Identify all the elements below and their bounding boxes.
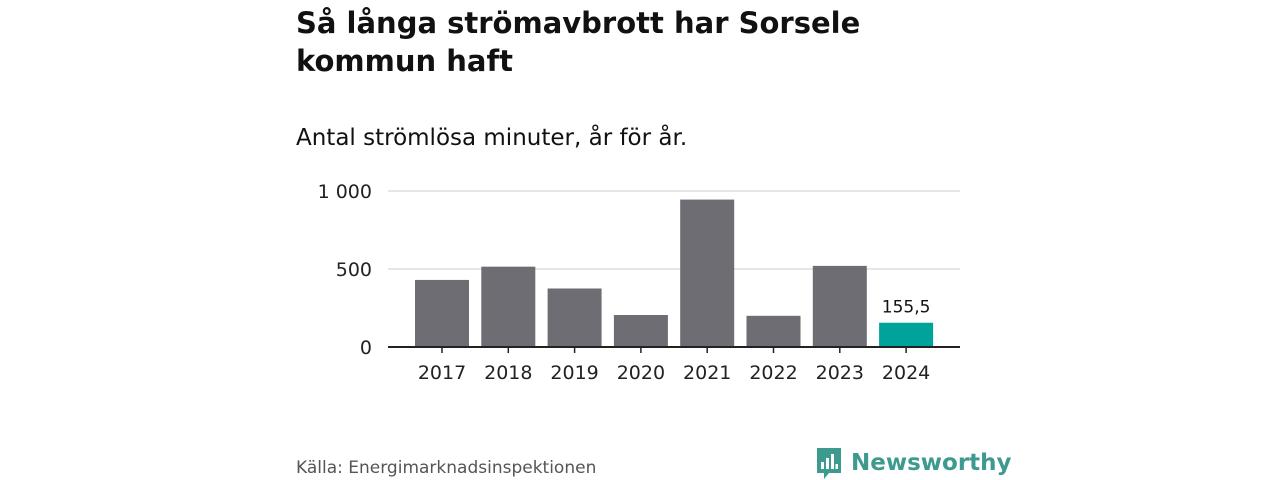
brand-name: Newsworthy — [851, 450, 1012, 476]
x-tick-label: 2017 — [418, 362, 466, 384]
gridlines — [388, 190, 960, 270]
data-labels: 155,5 — [882, 298, 931, 318]
y-tick-label: 1 000 — [318, 181, 372, 203]
chart-title: Så långa strömavbrott har Sorsele kommun… — [296, 6, 861, 78]
bar — [415, 279, 469, 347]
data-label: 155,5 — [882, 298, 931, 318]
bar — [812, 265, 867, 347]
bar — [746, 315, 801, 347]
bar — [481, 266, 536, 347]
y-tick-label: 500 — [336, 259, 372, 281]
bar — [547, 288, 602, 347]
bar — [879, 322, 934, 347]
x-tick-label: 2018 — [484, 362, 532, 384]
newsworthy-icon — [817, 448, 841, 479]
chart-subtitle: Antal strömlösa minuter, år för år. — [296, 125, 688, 151]
source-note: Källa: Energimarknadsinspektionen — [296, 458, 597, 478]
y-tick-labels: 0 500 1 000 — [318, 181, 372, 359]
x-tick-label: 2021 — [683, 362, 731, 384]
x-axis: 2017 2018 2019 2020 2021 2022 2023 2024 — [388, 346, 960, 384]
x-tick-label: 2022 — [749, 362, 797, 384]
bar — [613, 315, 668, 347]
x-tick-label: 2019 — [550, 362, 598, 384]
x-tick-label: 2020 — [617, 362, 665, 384]
x-tick-label: 2024 — [882, 362, 930, 384]
bars — [415, 199, 934, 347]
newsworthy-logo[interactable]: Newsworthy — [815, 446, 1012, 480]
bar — [680, 199, 735, 347]
y-tick-label: 0 — [360, 337, 372, 359]
x-tick-label: 2023 — [816, 362, 864, 384]
